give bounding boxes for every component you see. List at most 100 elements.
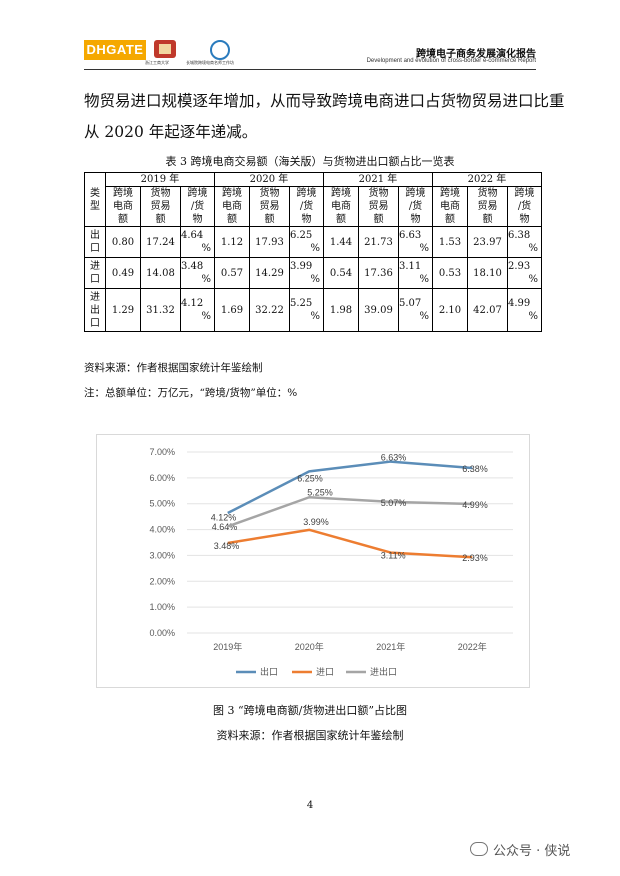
y-tick-label: 1.00% — [149, 602, 175, 612]
table-cell: 1.12 — [214, 226, 250, 258]
table-note: 注：总额单位：万亿元，“跨境/货物”单位：% — [84, 387, 298, 399]
table-cell: 17.24 — [140, 226, 181, 258]
data-label: 4.64% — [212, 522, 238, 532]
table-cell: 0.49 — [105, 257, 141, 289]
table-cell: 32.22 — [249, 288, 290, 332]
subheader-cell: 货物 贸易额 — [249, 186, 290, 227]
table-cell: 23.97 — [467, 226, 508, 258]
subheader-cell: 货物 贸易额 — [467, 186, 508, 227]
legend-label: 进出口 — [370, 666, 397, 677]
ratio-cell: 2.93% — [507, 257, 542, 289]
watermark: 公众号 · 侠说 — [470, 840, 570, 859]
page-header: DHGATE 浙江工商大学 长城院跨境电商名师工作坊 跨境电子商务发展演化报告 … — [0, 0, 620, 75]
y-tick-label: 5.00% — [149, 499, 175, 509]
line-chart: 0.00% 1.00% 2.00% 3.00% 4.00% 5.00% 6.00% 7.00%… — [96, 434, 530, 688]
center-logo-icon — [210, 40, 230, 60]
ratio-cell: 6.25% — [289, 226, 324, 258]
subheader-cell: 货物 贸易额 — [358, 186, 399, 227]
data-label: 4.12% — [211, 512, 237, 522]
ratio-cell: 5.25% — [289, 288, 324, 332]
y-tick-label: 0.00% — [149, 628, 175, 638]
table-cell: 18.10 — [467, 257, 508, 289]
data-label: 6.25% — [297, 473, 323, 483]
table-row: 进口 0.49 14.08 3.48% 0.57 14.29 3.99% 0.54 17.36 3… — [84, 257, 542, 289]
table-caption: 表 3 跨境电商交易额（海关版）与货物进出口额占比一览表 — [165, 155, 455, 168]
table-cell: 0.80 — [105, 226, 141, 258]
subheader-cell: 跨境/货物 — [289, 186, 324, 227]
data-label: 3.99% — [303, 517, 329, 527]
subheader-cell: 跨境 电商额 — [323, 186, 359, 227]
x-tick-label: 2019年 — [213, 641, 242, 652]
table-row: 出口 0.80 17.24 4.64% 1.12 17.93 6.25% 1.44 21.73 6… — [84, 226, 542, 258]
university-logo-icon — [154, 40, 176, 58]
subheader-cell: 跨境/货物 — [507, 186, 542, 227]
y-tick-label: 6.00% — [149, 473, 175, 483]
table-source: 资料来源：作者根据国家统计年鉴绘制 — [84, 362, 263, 374]
series-line-0 — [227, 460, 473, 515]
subheader-cell: 跨境 电商额 — [105, 186, 141, 227]
ratio-cell: 3.11% — [398, 257, 433, 289]
legend-label: 出口 — [260, 666, 278, 677]
page-number: 4 — [306, 800, 314, 811]
figure-source: 资料来源：作者根据国家统计年鉴绘制 — [216, 729, 404, 742]
table-cell: 21.73 — [358, 226, 399, 258]
ratio-cell: 5.07% — [398, 288, 433, 332]
ratio-cell: 4.12% — [180, 288, 215, 332]
university-logo-caption: 浙江工商大学 — [145, 60, 169, 65]
table-row: 进出口 1.29 31.32 4.12% 1.69 32.22 5.25% 1.98 39.09… — [84, 288, 542, 332]
row-label: 进口 — [84, 257, 106, 289]
intro-line-1: 物贸易进口规模逐年增加，从而导致跨境电商进口占货物贸易进口比重 — [84, 92, 565, 110]
data-table: 类型 2019 年 2020 年 2021 年 2022 年 跨境 电商额货物 贸易… — [84, 172, 542, 332]
year-header-2020: 2020 年 — [214, 172, 324, 187]
y-tick-label: 4.00% — [149, 525, 175, 535]
data-label: 5.25% — [307, 487, 333, 497]
report-title: 跨境电子商务发展演化报告 — [416, 49, 536, 60]
data-label: 3.11% — [381, 551, 406, 561]
ratio-cell: 3.48% — [180, 257, 215, 289]
subheader-cell: 跨境 电商额 — [214, 186, 250, 227]
data-label: 6.38% — [462, 464, 488, 474]
table-cell: 1.44 — [323, 226, 359, 258]
table-cell: 14.08 — [140, 257, 181, 289]
ratio-cell: 4.64% — [180, 226, 215, 258]
series-line-1 — [227, 528, 473, 559]
table-cell: 17.93 — [249, 226, 290, 258]
ratio-cell: 6.38% — [507, 226, 542, 258]
table-cell: 0.54 — [323, 257, 359, 289]
y-tick-label: 7.00% — [149, 447, 175, 457]
table-cell: 1.29 — [105, 288, 141, 332]
row-label: 进出口 — [84, 288, 106, 332]
table-cell: 31.32 — [140, 288, 181, 332]
table-cell: 14.29 — [249, 257, 290, 289]
table-cell: 2.10 — [432, 288, 468, 332]
subheader-row: 跨境 电商额货物 贸易额跨境/货物跨境 电商额货物 贸易额跨境/货物跨境 电商额货物 贸易额… — [85, 186, 542, 227]
row-label: 出口 — [84, 226, 106, 258]
table-cell: 0.53 — [432, 257, 468, 289]
x-tick-label: 2021年 — [376, 641, 405, 652]
subheader-cell: 跨境/货物 — [398, 186, 433, 227]
subheader-cell: 货物 贸易额 — [140, 186, 181, 227]
table-cell: 0.57 — [214, 257, 250, 289]
line-chart-svg: 0.00% 1.00% 2.00% 3.00% 4.00% 5.00% 6.00% 7.00%… — [149, 447, 513, 677]
ratio-cell: 4.99% — [507, 288, 542, 332]
watermark-text: 公众号 · 侠说 — [493, 844, 571, 859]
data-label: 3.48% — [214, 541, 240, 551]
figure-caption: 图 3 “跨境电商额/货物进出口额”占比图 — [213, 704, 407, 717]
report-subtitle: Development and evolution of cross-borde… — [366, 58, 536, 64]
table-cell: 39.09 — [358, 288, 399, 332]
intro-line-2: 从 2020 年起逐年递减。 — [84, 123, 258, 141]
table-cell: 42.07 — [467, 288, 508, 332]
dhgate-logo: DHGATE — [84, 40, 146, 60]
y-tick-label: 3.00% — [149, 550, 175, 560]
data-label: 6.63% — [381, 453, 407, 463]
y-tick-label: 2.00% — [149, 576, 175, 586]
wechat-icon — [470, 842, 488, 856]
legend-label: 进口 — [316, 667, 334, 677]
data-label: 2.93% — [462, 553, 488, 563]
year-header-2022: 2022 年 — [432, 172, 542, 187]
year-header-2021: 2021 年 — [323, 172, 433, 187]
header-divider — [84, 69, 536, 70]
table-cell: 1.98 — [323, 288, 359, 332]
table-cell: 1.53 — [432, 226, 468, 258]
subheader-cell: 跨境 电商额 — [432, 186, 468, 227]
